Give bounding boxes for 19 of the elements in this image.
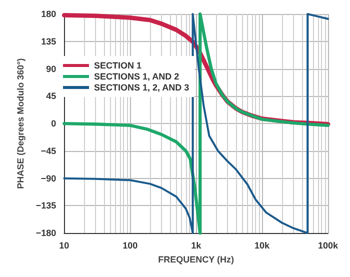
y-tick-label: −45: [40, 146, 56, 156]
legend-label: SECTION 1: [94, 60, 142, 70]
y-tick-label: 0: [51, 118, 56, 129]
y-tick-label: −180: [36, 228, 56, 238]
x-axis-title: FREQUENCY (Hz): [158, 254, 234, 264]
x-tick-label: 1k: [191, 240, 202, 251]
y-tick-label: 45: [46, 91, 56, 102]
y-tick-label: 180: [41, 9, 56, 19]
x-tick-label: 100k: [318, 240, 339, 251]
y-tick-label: 90: [46, 64, 56, 74]
x-tick-label: 100: [122, 240, 138, 251]
legend-label: SECTIONS 1, 2, AND 3: [94, 82, 190, 92]
x-tick-label: 10k: [254, 240, 271, 251]
y-axis-title: PHASE (Degrees Modulo 360°): [16, 58, 26, 189]
x-tick-label: 10: [59, 240, 70, 251]
legend-label: SECTIONS 1, AND 2: [94, 72, 180, 82]
y-tick-label: −90: [40, 173, 56, 184]
y-tick-label: 135: [41, 36, 56, 46]
y-tick-label: −135: [36, 200, 56, 211]
